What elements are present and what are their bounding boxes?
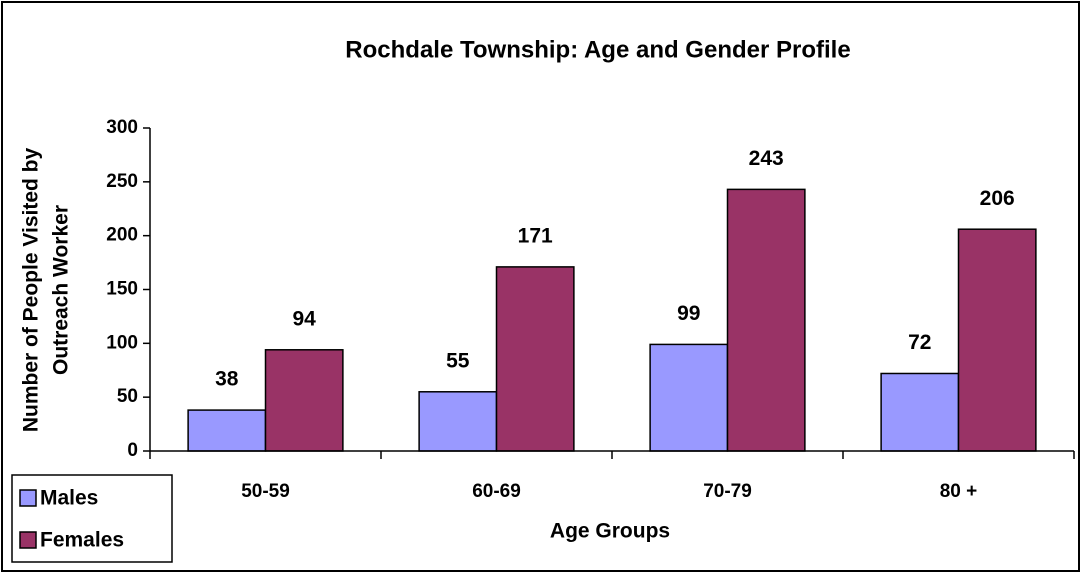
bar	[880, 372, 960, 452]
data-label: 94	[293, 307, 317, 330]
y-tick-label: 150	[106, 279, 138, 300]
y-tick-label: 0	[127, 440, 138, 461]
data-label: 72	[908, 331, 931, 354]
y-tick-label: 200	[106, 225, 138, 246]
data-label: 171	[518, 224, 553, 247]
bar	[957, 228, 1037, 452]
bar	[264, 349, 344, 452]
legend-swatch	[19, 489, 37, 507]
legend-label: Males	[40, 487, 98, 510]
bar	[418, 391, 498, 452]
data-label: 55	[446, 349, 470, 372]
x-axis-title: Age Groups	[550, 520, 670, 543]
y-axis-title: Outreach Worker	[50, 205, 73, 375]
data-label: 243	[749, 147, 784, 170]
y-tick-label: 50	[117, 386, 138, 407]
bar	[187, 409, 267, 452]
y-tick-label: 100	[106, 332, 138, 353]
chart-title: Rochdale Township: Age and Gender Profil…	[345, 36, 850, 63]
bar	[495, 266, 575, 452]
bar	[726, 188, 806, 452]
data-label: 99	[677, 302, 700, 325]
x-tick-label: 60-69	[472, 481, 521, 502]
y-tick-label: 300	[106, 117, 138, 138]
legend-swatch	[19, 531, 37, 549]
bar	[649, 343, 729, 452]
y-axis-title: Number of People Visited by	[20, 148, 43, 433]
x-tick-label: 80 +	[940, 481, 978, 502]
x-tick-label: 50-59	[241, 481, 290, 502]
x-tick-label: 70-79	[703, 481, 752, 502]
data-label: 206	[980, 187, 1015, 210]
legend-box	[11, 474, 173, 563]
legend-label: Females	[40, 529, 124, 552]
data-label: 38	[215, 368, 239, 391]
y-tick-label: 250	[106, 171, 138, 192]
